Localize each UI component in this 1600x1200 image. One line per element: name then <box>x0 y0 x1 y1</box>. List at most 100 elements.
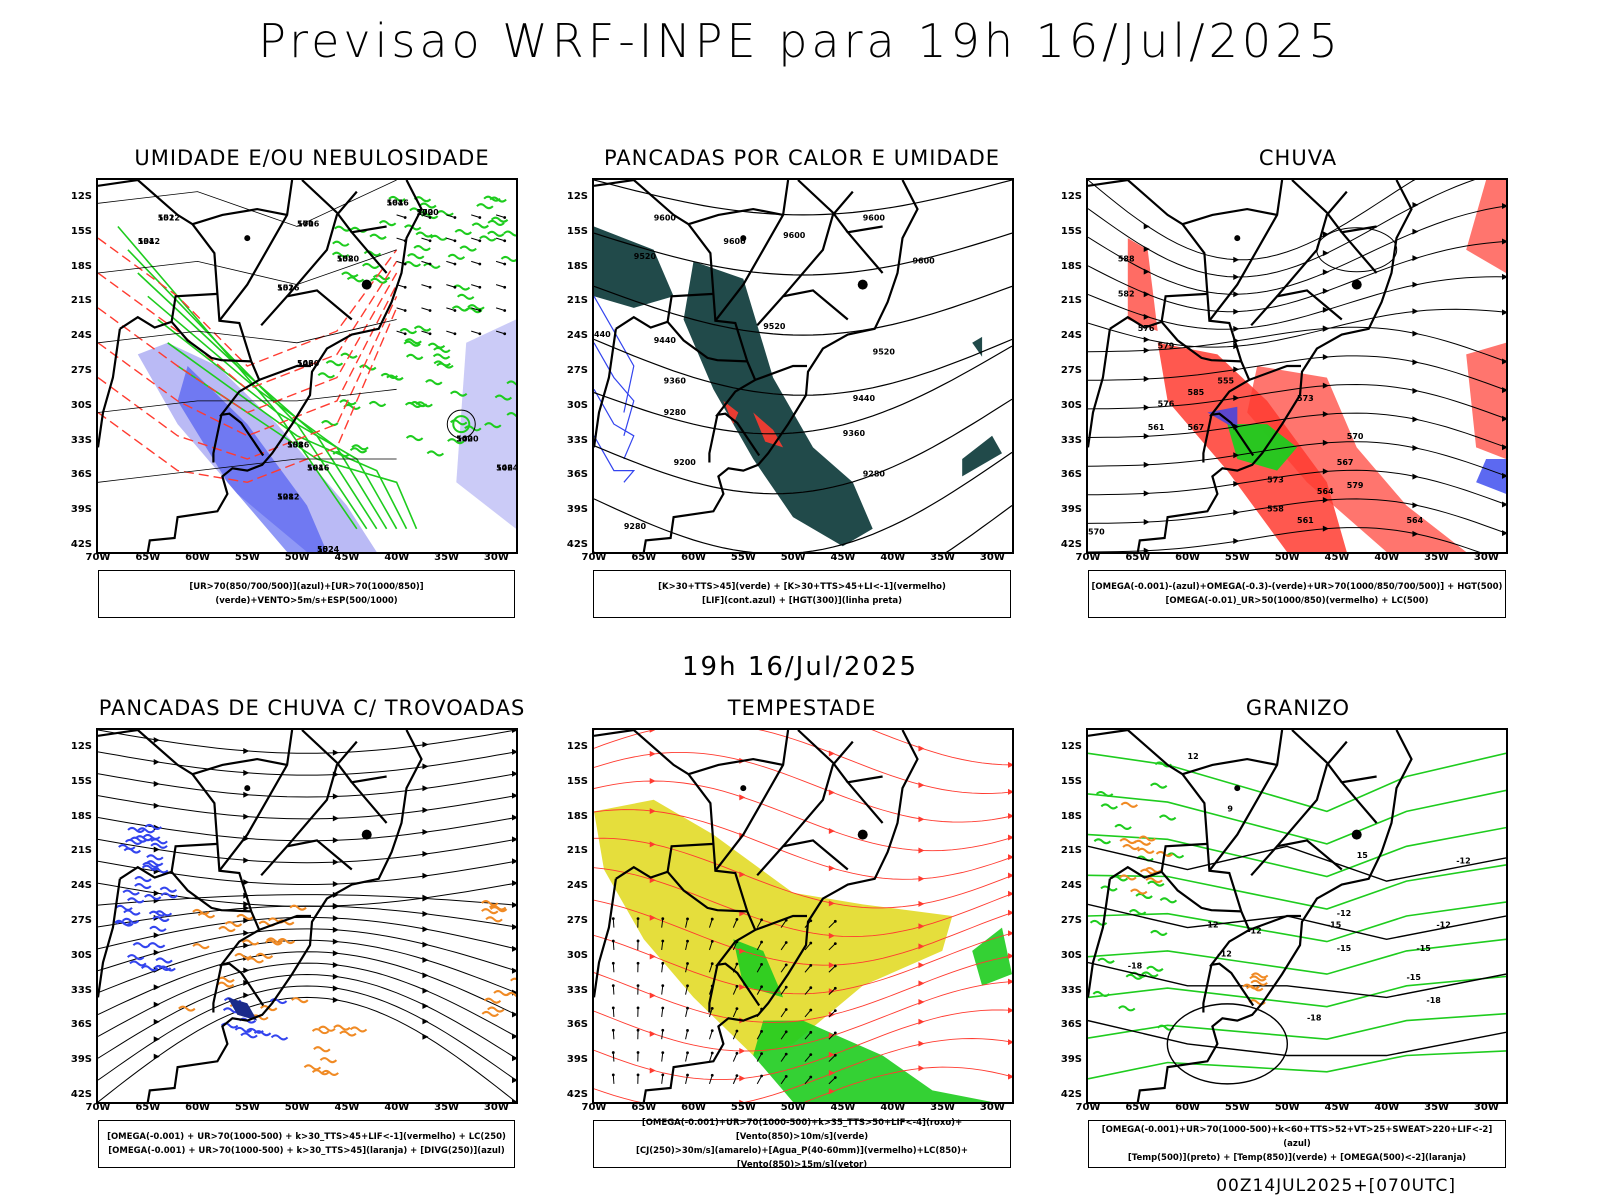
streamline <box>1088 308 1506 348</box>
legend-line: [Temp(500)](preto) + [Temp(850)](verde) … <box>1127 1153 1467 1163</box>
svg-text:1016: 1016 <box>387 199 410 208</box>
svg-text:1020: 1020 <box>416 208 439 217</box>
lat-tick-label: 15S <box>70 225 92 237</box>
streamline <box>98 751 516 776</box>
svg-text:564: 564 <box>1317 487 1334 496</box>
lat-tick-label: 33S <box>566 984 588 996</box>
lon-tick-label: 55W <box>730 1102 756 1113</box>
svg-text:-15: -15 <box>1327 921 1342 930</box>
lon-tick-label: 50W <box>1274 552 1300 563</box>
streamline <box>594 285 1012 336</box>
lon-tick-label: 30W <box>483 1102 509 1113</box>
streamline <box>594 1009 1012 1081</box>
svg-text:-18: -18 <box>1426 996 1441 1005</box>
lon-tick-label: 40W <box>880 552 906 563</box>
streamline <box>594 899 1012 966</box>
svg-text:9280: 9280 <box>664 408 687 417</box>
streamline <box>594 981 1012 1052</box>
svg-text:-15: -15 <box>1337 944 1352 953</box>
streamline <box>98 985 516 1081</box>
lat-tick-label: 30S <box>566 949 588 961</box>
lat-tick-label: 33S <box>1060 434 1082 446</box>
streamline <box>98 773 516 798</box>
streamline <box>594 232 1012 276</box>
streamline <box>1088 326 1506 362</box>
streamline <box>1088 498 1506 534</box>
legend-pancadas-calor: [K>30+TTS>45](verde) + [K>30+TTS>45+LI<-… <box>593 570 1011 618</box>
lat-tick-label: 12S <box>70 191 92 202</box>
streamline <box>98 962 516 1037</box>
legend-line: [OMEGA(-0.001)+UR>70(1000-500)+k>35_TTS>… <box>641 1118 963 1142</box>
lat-tick-label: 15S <box>1060 775 1082 787</box>
svg-text:12: 12 <box>1207 921 1218 930</box>
legend-line: [UR>70(850/700/500)](azul)+[UR>70(1000/8… <box>189 582 424 606</box>
streamline <box>594 451 1012 552</box>
lat-tick-label: 27S <box>566 915 588 926</box>
lat-tick-label: 24S <box>1060 330 1082 342</box>
svg-text:555: 555 <box>1217 376 1234 385</box>
svg-text:585: 585 <box>1188 388 1205 397</box>
lat-tick-label: 42S <box>70 1089 92 1100</box>
lat-tick-label: 33S <box>70 984 92 996</box>
lon-tick-label: 55W <box>730 552 756 563</box>
lon-tick-label: 40W <box>384 552 410 563</box>
legend-chuva: [OMEGA(-0.001)-(azul)+OMEGA(-0.3)-(verde… <box>1088 570 1506 618</box>
lon-tick-label: 40W <box>1374 552 1400 563</box>
lat-tick-label: 12S <box>566 741 588 752</box>
lat-tick-label: 21S <box>566 295 588 307</box>
map-umidade: 1012 1016 1016 1020 1020 1020 1012 1016 1016 1016… <box>96 178 518 554</box>
svg-text:1024: 1024 <box>317 545 340 552</box>
streamline <box>594 809 1012 880</box>
lat-tick-label: 36S <box>1060 469 1082 481</box>
lat-tick-label: 42S <box>566 1089 588 1100</box>
svg-text:570: 570 <box>1088 528 1105 537</box>
lat-tick-label: 39S <box>1060 504 1082 516</box>
lon-tick-label: 65W <box>1125 1102 1151 1113</box>
lat-tick-label: 12S <box>1060 741 1082 752</box>
svg-text:534: 534 <box>138 237 155 246</box>
legend-umidade: [UR>70(850/700/500)](azul)+[UR>70(1000/8… <box>98 570 515 618</box>
lat-tick-label: 18S <box>70 810 92 822</box>
lon-tick-label: 55W <box>1224 552 1250 563</box>
lat-tick-label: 30S <box>1060 399 1082 411</box>
lon-tick-label: 50W <box>780 552 806 563</box>
lon-tick-label: 45W <box>830 1102 856 1113</box>
lat-tick-label: 27S <box>566 365 588 376</box>
lon-tick-label: 35W <box>930 552 956 563</box>
lon-tick-label: 60W <box>185 1102 211 1113</box>
lat-tick-label: 24S <box>1060 880 1082 892</box>
svg-text:1016: 1016 <box>277 283 300 292</box>
lon-tick-label: 30W <box>979 552 1005 563</box>
map-canvas: 9600 9600 9600 9600 9600 9520 9520 9520 9440 9440… <box>594 180 1012 552</box>
svg-text:570: 570 <box>1347 432 1364 441</box>
streamline <box>594 338 1012 396</box>
legend-granizo: [OMEGA(-0.001)+UR>70(1000-500)+k<60+TTS>… <box>1088 1120 1506 1168</box>
lon-tick-label: 45W <box>830 552 856 563</box>
streamline <box>594 730 1012 794</box>
svg-text:1012: 1012 <box>158 214 180 223</box>
svg-text:9280: 9280 <box>863 469 886 478</box>
svg-text:9600: 9600 <box>654 214 677 223</box>
lon-tick-label: 60W <box>681 1102 707 1113</box>
panel-title-trovoadas: PANCADAS DE CHUVA C/ TROVOADAS <box>98 696 526 720</box>
lat-tick-label: 18S <box>1060 260 1082 272</box>
svg-text:582: 582 <box>1118 289 1135 298</box>
svg-text:564: 564 <box>1406 516 1423 525</box>
legend-line: [K>30+TTS>45](verde) + [K>30+TTS>45+LI<-… <box>658 582 946 592</box>
streamline <box>1088 276 1506 330</box>
lon-tick-label: 70W <box>85 552 111 563</box>
streamline <box>594 1038 1012 1102</box>
streamline <box>594 751 1012 823</box>
svg-text:9440: 9440 <box>853 394 876 403</box>
svg-text:570: 570 <box>416 208 433 217</box>
svg-text:576: 576 <box>1138 324 1155 333</box>
lat-tick-label: 18S <box>1060 810 1082 822</box>
svg-text:15: 15 <box>1357 851 1369 860</box>
legend-trovoadas: [OMEGA(-0.001) + UR>70(1000-500) + k>30_… <box>98 1120 515 1168</box>
map-canvas: 5885825765795735705675645615585555855765… <box>1088 180 1506 552</box>
lat-tick-label: 36S <box>70 1019 92 1031</box>
svg-text:440: 440 <box>594 330 611 339</box>
svg-text:564: 564 <box>387 199 404 208</box>
svg-text:573: 573 <box>1297 394 1314 403</box>
svg-text:9520: 9520 <box>763 322 786 331</box>
